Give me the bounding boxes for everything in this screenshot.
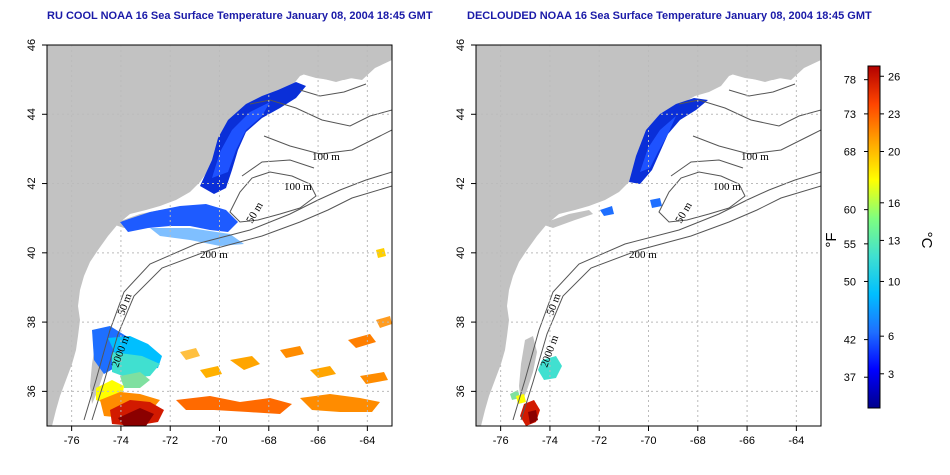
land-mass [476,45,821,426]
sst-gulf-stream [96,248,392,426]
celsius-tick-label: 10 [888,276,900,288]
x-tick-label: -70 [641,435,657,447]
fahrenheit-tick-label: 73 [844,109,856,121]
right-panel-title: DECLOUDED NOAA 16 Sea Surface Temperatur… [467,10,872,22]
celsius-tick-label: 13 [888,235,900,247]
x-tick-label: -68 [261,435,277,447]
contour-label: 100 m [284,181,312,193]
nova-scotia [731,50,821,80]
y-tick-label: 46 [455,39,467,51]
graticule-left [47,45,392,426]
y-tick-label: 42 [26,177,38,189]
long-island [541,210,593,228]
contour-label: 100 m [312,151,340,163]
fahrenheit-tick-label: 60 [844,205,856,217]
y-tick-label: 46 [26,39,38,51]
y-tick-label: 40 [455,247,467,259]
y-tick-label: 44 [26,108,38,120]
x-tick-label: -68 [690,435,706,447]
y-tick-label: 44 [455,108,467,120]
x-tick-label: -74 [113,435,129,447]
fahrenheit-tick-label: 50 [844,276,856,288]
left-axes: -76 -74 -72 -70 -68 -66 -64 36 38 40 42 44 46 [26,39,375,447]
sst-gulf-of-maine [200,82,306,194]
y-tick-label: 36 [455,385,467,397]
x-tick-label: -66 [310,435,326,447]
fahrenheit-tick-label: 37 [844,372,856,384]
isobaths [83,83,392,421]
celsius-tick-label: 16 [888,198,900,210]
graticule-right [476,45,821,426]
contour-label: 200 m [200,249,228,261]
x-tick-label: -74 [542,435,558,447]
y-tick-label: 42 [455,177,467,189]
x-tick-label: -66 [739,435,755,447]
x-tick-label: -76 [493,435,509,447]
colorbar-scale [867,65,881,409]
y-tick-label: 38 [26,316,38,328]
contour-label: 100 m [741,151,769,163]
fahrenheit-tick-label: 55 [844,239,856,251]
right-axes: -76 -74 -72 -70 -68 -66 -64 36 38 40 42 44 46 [455,39,804,447]
contour-label: 200 m [629,249,657,261]
sst-gulf-of-maine [629,98,708,184]
y-tick-label: 36 [26,385,38,397]
celsius-tick-label: 26 [888,71,900,83]
fahrenheit-tick-label: 68 [844,147,856,159]
colorbar-ticks: 78 73 68 60 55 50 42 37 26 23 20 16 13 10 6 3 [844,71,901,384]
x-tick-label: -64 [788,435,804,447]
celsius-tick-label: 6 [888,331,894,343]
y-tick-label: 40 [26,247,38,259]
celsius-label: °C [918,232,935,249]
celsius-tick-label: 3 [888,369,894,381]
fahrenheit-tick-label: 78 [844,75,856,87]
y-tick-label: 38 [455,316,467,328]
contour-label: 100 m [713,181,741,193]
land-mass [47,45,392,426]
x-tick-label: -72 [162,435,178,447]
x-tick-label: -64 [359,435,375,447]
sst-new-england-shelf [120,204,244,246]
nova-scotia [302,50,392,80]
isobaths [512,83,821,421]
x-tick-label: -76 [64,435,80,447]
fahrenheit-label: °F [823,232,840,247]
x-tick-label: -70 [212,435,228,447]
x-tick-label: -72 [591,435,607,447]
celsius-tick-label: 23 [888,109,900,121]
celsius-tick-label: 20 [888,147,900,159]
temperature-colorbar: 78 73 68 60 55 50 42 37 26 23 20 16 13 10 6 3 °F °C [823,65,935,409]
left-panel-title: RU COOL NOAA 16 Sea Surface Temperature … [47,10,433,22]
sst-shelf-patches [600,198,662,216]
fahrenheit-tick-label: 42 [844,335,856,347]
